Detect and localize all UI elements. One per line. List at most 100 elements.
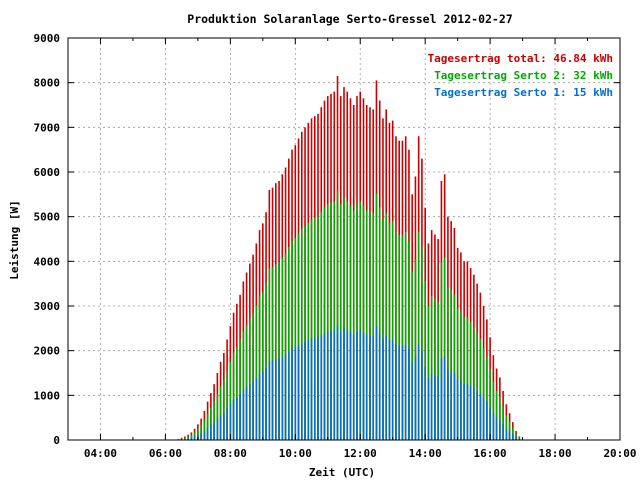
bar bbox=[281, 356, 284, 440]
bar bbox=[193, 432, 196, 440]
bar bbox=[232, 352, 235, 440]
bar bbox=[339, 204, 342, 440]
bar bbox=[326, 204, 329, 440]
bar bbox=[242, 389, 245, 440]
bar bbox=[187, 438, 189, 440]
bar bbox=[313, 218, 316, 440]
bar bbox=[281, 257, 284, 440]
bar bbox=[437, 376, 439, 440]
bar bbox=[398, 345, 400, 440]
y-tick-label: 6000 bbox=[34, 166, 61, 179]
bar bbox=[349, 332, 352, 440]
bar bbox=[258, 373, 261, 440]
bar bbox=[460, 381, 462, 440]
bar bbox=[349, 205, 352, 440]
bar bbox=[291, 241, 293, 440]
bar bbox=[216, 393, 219, 440]
bar bbox=[258, 296, 261, 440]
bar bbox=[395, 231, 397, 440]
bar bbox=[385, 335, 388, 440]
x-axis-label: Zeit (UTC) bbox=[309, 466, 375, 479]
series-1 bbox=[177, 75, 521, 441]
bar bbox=[336, 190, 339, 440]
bar bbox=[317, 216, 319, 440]
bar bbox=[213, 422, 215, 440]
bar bbox=[401, 234, 404, 440]
bar bbox=[206, 413, 209, 440]
bar bbox=[323, 333, 326, 440]
bar bbox=[242, 331, 245, 440]
bar bbox=[284, 354, 287, 440]
bar bbox=[356, 204, 358, 440]
bar bbox=[372, 213, 375, 440]
bar bbox=[320, 212, 323, 440]
bar bbox=[362, 332, 365, 440]
bar bbox=[508, 421, 511, 440]
bar bbox=[249, 318, 251, 440]
bar bbox=[492, 413, 495, 440]
bar bbox=[190, 434, 193, 440]
bar bbox=[463, 383, 465, 440]
bar bbox=[372, 335, 375, 440]
bar bbox=[502, 406, 504, 440]
y-tick-label: 5000 bbox=[34, 211, 61, 224]
y-axis-label: Leistung [W] bbox=[8, 200, 21, 279]
bar bbox=[265, 283, 267, 440]
bar bbox=[200, 425, 202, 440]
bar bbox=[288, 351, 290, 440]
bar bbox=[268, 361, 271, 440]
bar bbox=[385, 213, 388, 440]
bar bbox=[473, 387, 475, 440]
bar bbox=[216, 419, 219, 440]
bar bbox=[479, 393, 482, 440]
bar bbox=[421, 247, 423, 440]
bar bbox=[339, 331, 342, 440]
bar bbox=[229, 404, 232, 440]
bar bbox=[252, 381, 254, 440]
y-tick-label: 0 bbox=[53, 434, 60, 447]
bar bbox=[404, 231, 407, 440]
bar bbox=[518, 438, 521, 440]
legend-entry: Tagesertrag total: 46.84 kWh bbox=[428, 52, 613, 65]
bar bbox=[450, 289, 452, 440]
bar bbox=[512, 427, 514, 440]
bar bbox=[404, 344, 407, 440]
bar bbox=[346, 330, 349, 440]
bar bbox=[411, 271, 413, 440]
bar bbox=[408, 241, 410, 440]
bar bbox=[193, 436, 196, 440]
x-tick-label: 08:00 bbox=[214, 447, 247, 460]
bar bbox=[486, 402, 488, 440]
bar bbox=[203, 419, 206, 440]
x-tick-label: 20:00 bbox=[603, 447, 636, 460]
bar bbox=[434, 375, 436, 440]
bar bbox=[430, 296, 433, 440]
bar bbox=[456, 379, 459, 440]
bar bbox=[239, 394, 241, 440]
bar bbox=[210, 407, 212, 440]
bar bbox=[262, 371, 264, 440]
bar bbox=[307, 222, 310, 440]
bar bbox=[271, 360, 274, 440]
bar bbox=[352, 210, 355, 440]
bar bbox=[482, 348, 485, 440]
bar bbox=[236, 397, 238, 440]
bar bbox=[343, 328, 345, 440]
bar bbox=[226, 371, 228, 440]
x-tick-label: 06:00 bbox=[149, 447, 182, 460]
bar bbox=[456, 308, 459, 440]
bar bbox=[197, 429, 199, 440]
bar bbox=[310, 338, 313, 440]
bar bbox=[232, 399, 235, 440]
axes-layer bbox=[67, 37, 621, 441]
bar bbox=[414, 356, 417, 440]
bar bbox=[443, 257, 446, 440]
bar bbox=[297, 233, 300, 440]
bar bbox=[330, 202, 332, 440]
bar bbox=[352, 334, 355, 440]
bar bbox=[359, 201, 362, 440]
bar bbox=[294, 238, 297, 440]
series-2 bbox=[177, 190, 521, 440]
bar bbox=[378, 333, 381, 440]
